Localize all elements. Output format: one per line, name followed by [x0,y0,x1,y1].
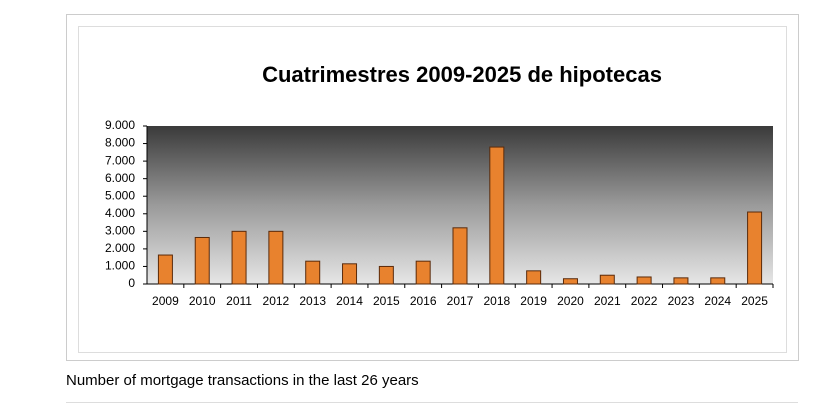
y-tick-label: 7.000 [105,153,135,167]
bar [305,260,321,285]
x-tick-label: 2025 [741,294,768,308]
y-tick-label: 0 [128,276,135,290]
bar [268,230,284,285]
bar [526,270,542,285]
x-tick-label: 2024 [704,294,731,308]
bar [415,260,431,285]
y-tick-label: 8.000 [105,136,135,150]
bar [452,227,468,285]
bar [157,254,173,285]
x-tick-label: 2009 [152,294,179,308]
caption: Number of mortgage transactions in the l… [66,372,419,389]
x-tick-label: 2018 [483,294,510,308]
chart-title: Cuatrimestres 2009-2025 de hipotecas [262,62,662,87]
x-tick-label: 2012 [263,294,290,308]
bar [599,274,615,285]
x-tick-label: 2010 [189,294,216,308]
x-tick-label: 2016 [410,294,437,308]
bar [710,277,726,285]
x-tick-label: 2023 [668,294,695,308]
bar [562,278,578,285]
bar [636,276,652,285]
bar [747,211,763,285]
bar [673,277,689,285]
x-tick-label: 2014 [336,294,363,308]
y-tick-label: 1.000 [105,259,135,273]
bar [489,146,505,285]
x-tick-label: 2011 [226,294,252,308]
y-tick-label: 4.000 [105,206,135,220]
x-tick-label: 2020 [557,294,584,308]
y-tick-label: 2.000 [105,241,135,255]
bar [231,230,247,285]
bar [194,236,210,285]
x-tick-label: 2022 [631,294,658,308]
x-tick-label: 2015 [373,294,400,308]
x-tick-label: 2021 [594,294,621,308]
bar [378,265,394,285]
bar [342,263,358,285]
y-tick-label: 5.000 [105,188,135,202]
x-tick-label: 2017 [447,294,474,308]
y-tick-label: 9.000 [105,118,135,132]
x-tick-label: 2013 [299,294,326,308]
y-tick-label: 3.000 [105,224,135,238]
y-tick-label: 6.000 [105,171,135,185]
x-tick-label: 2019 [520,294,547,308]
